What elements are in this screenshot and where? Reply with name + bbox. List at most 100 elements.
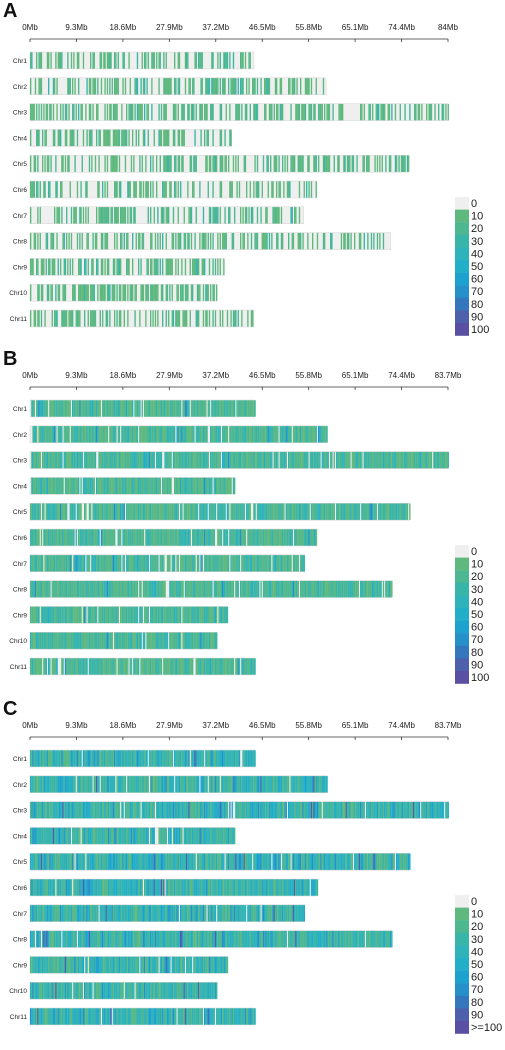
density-bin <box>156 555 157 571</box>
density-bin <box>92 104 93 120</box>
density-bin <box>139 776 140 792</box>
density-bin <box>77 400 78 416</box>
density-bin <box>181 802 182 818</box>
density-bin <box>391 581 392 597</box>
density-bin <box>36 802 37 818</box>
density-bin <box>85 478 86 494</box>
density-bin <box>252 78 253 94</box>
density-bin <box>244 504 245 520</box>
density-bin <box>383 233 384 249</box>
density-bin <box>242 750 243 766</box>
density-bin <box>126 555 127 571</box>
density-bin <box>384 452 385 468</box>
density-bin <box>236 181 237 197</box>
density-bin <box>155 529 156 545</box>
density-bin <box>257 78 258 94</box>
density-bin <box>30 879 31 895</box>
density-bin <box>72 478 73 494</box>
density-bin <box>148 776 149 792</box>
density-bin <box>223 776 224 792</box>
density-bin <box>330 854 331 870</box>
density-bin <box>36 529 37 545</box>
legend-swatch <box>455 671 469 684</box>
density-bin <box>180 181 181 197</box>
density-bin <box>172 259 173 275</box>
density-bin <box>298 776 299 792</box>
density-bin <box>73 581 74 597</box>
density-bin <box>54 130 55 146</box>
density-bin <box>388 504 389 520</box>
density-bin <box>122 828 123 844</box>
density-bin <box>235 156 236 172</box>
density-bin <box>190 658 191 674</box>
density-bin <box>205 426 206 442</box>
density-bin <box>47 156 48 172</box>
density-bin <box>115 607 116 623</box>
density-bin <box>169 750 170 766</box>
density-bin <box>146 581 147 597</box>
density-bin <box>185 478 186 494</box>
density-bin <box>334 452 335 468</box>
density-bin <box>158 828 159 844</box>
density-bin <box>92 259 93 275</box>
density-bin <box>102 750 103 766</box>
density-bin <box>41 879 42 895</box>
density-bin <box>134 607 135 623</box>
density-bin <box>242 233 243 249</box>
density-bin <box>254 233 255 249</box>
density-bin <box>31 658 32 674</box>
density-bin <box>54 879 55 895</box>
density-bin <box>380 854 381 870</box>
density-bin <box>386 504 387 520</box>
density-bin <box>49 633 50 649</box>
density-bin <box>182 130 183 146</box>
density-bin <box>329 581 330 597</box>
density-bin <box>102 633 103 649</box>
density-bin <box>230 776 231 792</box>
density-bin <box>68 400 69 416</box>
density-bin <box>241 426 242 442</box>
density-bin <box>293 452 294 468</box>
density-bin <box>282 581 283 597</box>
density-bin <box>178 310 179 326</box>
density-bin <box>298 233 299 249</box>
density-bin <box>240 207 241 223</box>
density-bin <box>34 104 35 120</box>
density-bin <box>85 776 86 792</box>
density-bin <box>186 828 187 844</box>
density-bin <box>120 181 121 197</box>
density-bin <box>157 452 158 468</box>
density-bin <box>282 426 283 442</box>
density-bin <box>143 581 144 597</box>
density-bin <box>148 555 149 571</box>
density-bin <box>64 259 65 275</box>
density-bin <box>78 104 79 120</box>
density-bin <box>157 776 158 792</box>
density-bin <box>287 581 288 597</box>
density-bin <box>196 750 197 766</box>
density-bin <box>144 52 145 68</box>
density-bin <box>90 854 91 870</box>
density-bin <box>84 776 85 792</box>
density-bin <box>108 854 109 870</box>
density-bin <box>121 633 122 649</box>
density-bin <box>230 478 231 494</box>
density-bin <box>83 426 84 442</box>
density-bin <box>126 607 127 623</box>
density-bin <box>74 750 75 766</box>
density-bin <box>156 581 157 597</box>
density-bin <box>46 130 47 146</box>
density-bin <box>329 104 330 120</box>
density-bin <box>287 504 288 520</box>
density-bin <box>70 555 71 571</box>
density-bin <box>214 581 215 597</box>
density-bin <box>114 233 115 249</box>
density-bin <box>30 776 31 792</box>
density-bin <box>54 750 55 766</box>
density-bin <box>216 633 217 649</box>
density-bin <box>235 776 236 792</box>
density-bin <box>95 400 96 416</box>
density-bin <box>377 104 378 120</box>
density-bin <box>146 400 147 416</box>
density-bin <box>374 854 375 870</box>
